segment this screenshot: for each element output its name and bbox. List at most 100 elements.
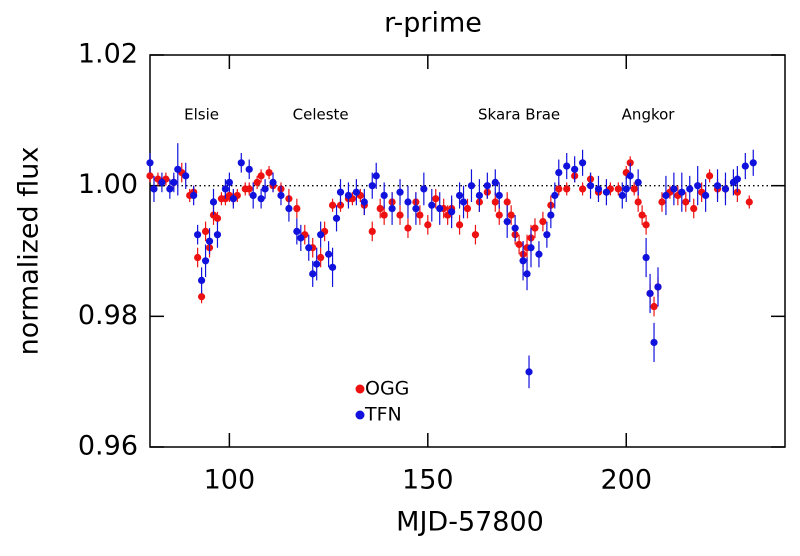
data-point [412, 204, 420, 213]
data-point [166, 185, 174, 193]
x-tick-label: 150 [402, 465, 454, 496]
data-point [551, 191, 559, 200]
data-point [507, 211, 515, 219]
data-point [388, 204, 396, 213]
x-tick-label: 100 [204, 465, 256, 496]
data-point [535, 250, 543, 258]
data-point [690, 204, 698, 213]
data-point [245, 185, 253, 193]
data-point [213, 231, 222, 239]
data-point [642, 253, 650, 262]
data-point [622, 185, 630, 193]
data-point [614, 185, 622, 193]
data-point [563, 162, 571, 170]
data-point [705, 172, 714, 180]
data-point [332, 214, 341, 222]
data-point [277, 191, 285, 200]
data-point [555, 185, 563, 193]
y-axis-label: normalized flux [14, 147, 45, 356]
data-point [205, 237, 214, 245]
data-point [586, 182, 595, 190]
data-point [376, 204, 384, 213]
data-point [563, 185, 571, 193]
data-point [257, 195, 265, 203]
data-point [650, 302, 658, 311]
data-point [344, 191, 353, 200]
data-point [678, 188, 686, 196]
data-point [424, 221, 432, 229]
data-point [539, 218, 547, 226]
data-point [543, 231, 551, 239]
data-point [694, 182, 702, 190]
data-point [436, 204, 444, 213]
data-point [638, 211, 646, 219]
data-point [146, 172, 154, 180]
data-point [352, 188, 360, 196]
data-point [225, 178, 233, 186]
annotation: Elsie [184, 106, 219, 124]
data-point [368, 182, 376, 190]
data-point [237, 159, 245, 167]
data-point [721, 185, 730, 193]
data-point [511, 224, 519, 232]
data-point [525, 368, 533, 376]
data-point [578, 185, 587, 193]
data-point [527, 244, 535, 252]
data-point [670, 185, 678, 193]
data-point [495, 211, 503, 219]
data-point [229, 195, 237, 203]
data-point [285, 204, 293, 213]
data-point [265, 169, 273, 177]
data-point [749, 159, 757, 167]
data-point [626, 159, 634, 167]
data-point [455, 221, 464, 229]
data-point [380, 191, 388, 200]
data-point [317, 253, 325, 262]
data-point [658, 198, 666, 206]
data-point [467, 182, 476, 190]
data-point [182, 172, 190, 180]
data-point [432, 195, 440, 203]
data-point [547, 211, 555, 219]
y-tick-label: 0.96 [78, 431, 138, 462]
data-point [404, 224, 412, 232]
data-point [396, 211, 404, 219]
data-point [503, 218, 511, 226]
y-tick-label: 0.98 [78, 300, 138, 331]
data-point [201, 227, 210, 235]
data-point [201, 257, 210, 265]
data-point [594, 185, 603, 193]
data-point [305, 244, 313, 252]
data-point [324, 250, 333, 258]
data-point [650, 338, 658, 347]
x-tick-label: 200 [600, 465, 652, 496]
data-point [309, 270, 317, 278]
data-point [455, 191, 464, 200]
data-point [380, 211, 388, 219]
data-point [491, 198, 499, 206]
data-point [261, 185, 269, 193]
data-point [420, 185, 428, 193]
legend-marker [355, 410, 365, 420]
data-point [523, 270, 531, 278]
data-point [368, 227, 376, 235]
data-point [626, 172, 634, 180]
data-point [213, 214, 222, 222]
data-point [174, 165, 182, 173]
data-point [190, 191, 198, 200]
data-point [158, 178, 166, 186]
data-point [197, 276, 206, 284]
data-point [360, 198, 368, 206]
plot-frame [149, 54, 786, 448]
data-point [404, 198, 412, 206]
data-point [249, 191, 257, 200]
data-point [741, 162, 749, 170]
data-point [328, 201, 337, 209]
data-point [519, 257, 527, 265]
data-point [253, 178, 261, 186]
data-point [682, 198, 690, 206]
y-tick-label: 1.00 [78, 169, 138, 200]
data-point [515, 240, 523, 249]
data-point [150, 185, 158, 193]
